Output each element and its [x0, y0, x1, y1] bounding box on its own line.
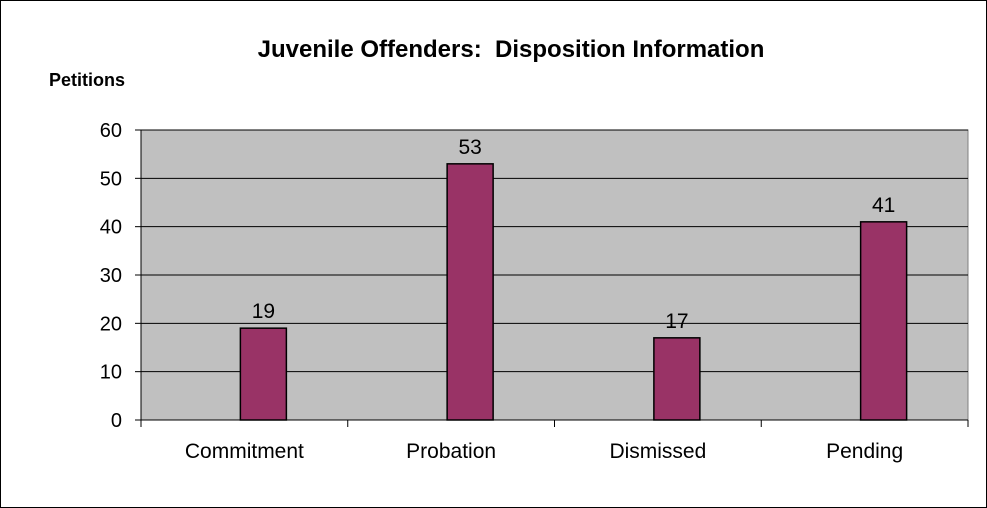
- x-tick-labels: Commitment Probation Dismissed Pending: [185, 440, 903, 463]
- y-tick-label: 20: [100, 313, 122, 335]
- x-tick-label: Probation: [406, 440, 496, 463]
- x-tick-label: Dismissed: [609, 440, 706, 463]
- bar-commitment: [239, 327, 288, 421]
- data-label: 53: [458, 136, 481, 159]
- x-tick-label: Pending: [826, 440, 903, 463]
- y-tick-labels: 0 10 20 30 40 50 60: [100, 120, 122, 432]
- data-labels: 19 53 17 41: [252, 136, 896, 333]
- bar-dismissed: [653, 337, 701, 421]
- y-tick-label: 30: [100, 265, 122, 287]
- bars: [239, 163, 908, 421]
- data-label: 17: [665, 310, 688, 333]
- y-axis-label: Petitions: [49, 70, 125, 90]
- y-tick-label: 10: [100, 362, 122, 384]
- bar-probation: [446, 163, 494, 421]
- data-label: 41: [872, 194, 895, 217]
- data-label: 19: [252, 300, 275, 323]
- axes: [135, 129, 969, 427]
- y-tick-label: 50: [100, 168, 122, 190]
- y-tick-label: 40: [100, 217, 122, 239]
- bar-pending: [859, 221, 908, 421]
- chart-title: Juvenile Offenders: Disposition Informat…: [258, 36, 765, 63]
- x-tick-label: Commitment: [185, 440, 304, 463]
- y-tick-label: 60: [100, 120, 122, 142]
- y-tick-label: 0: [111, 410, 122, 432]
